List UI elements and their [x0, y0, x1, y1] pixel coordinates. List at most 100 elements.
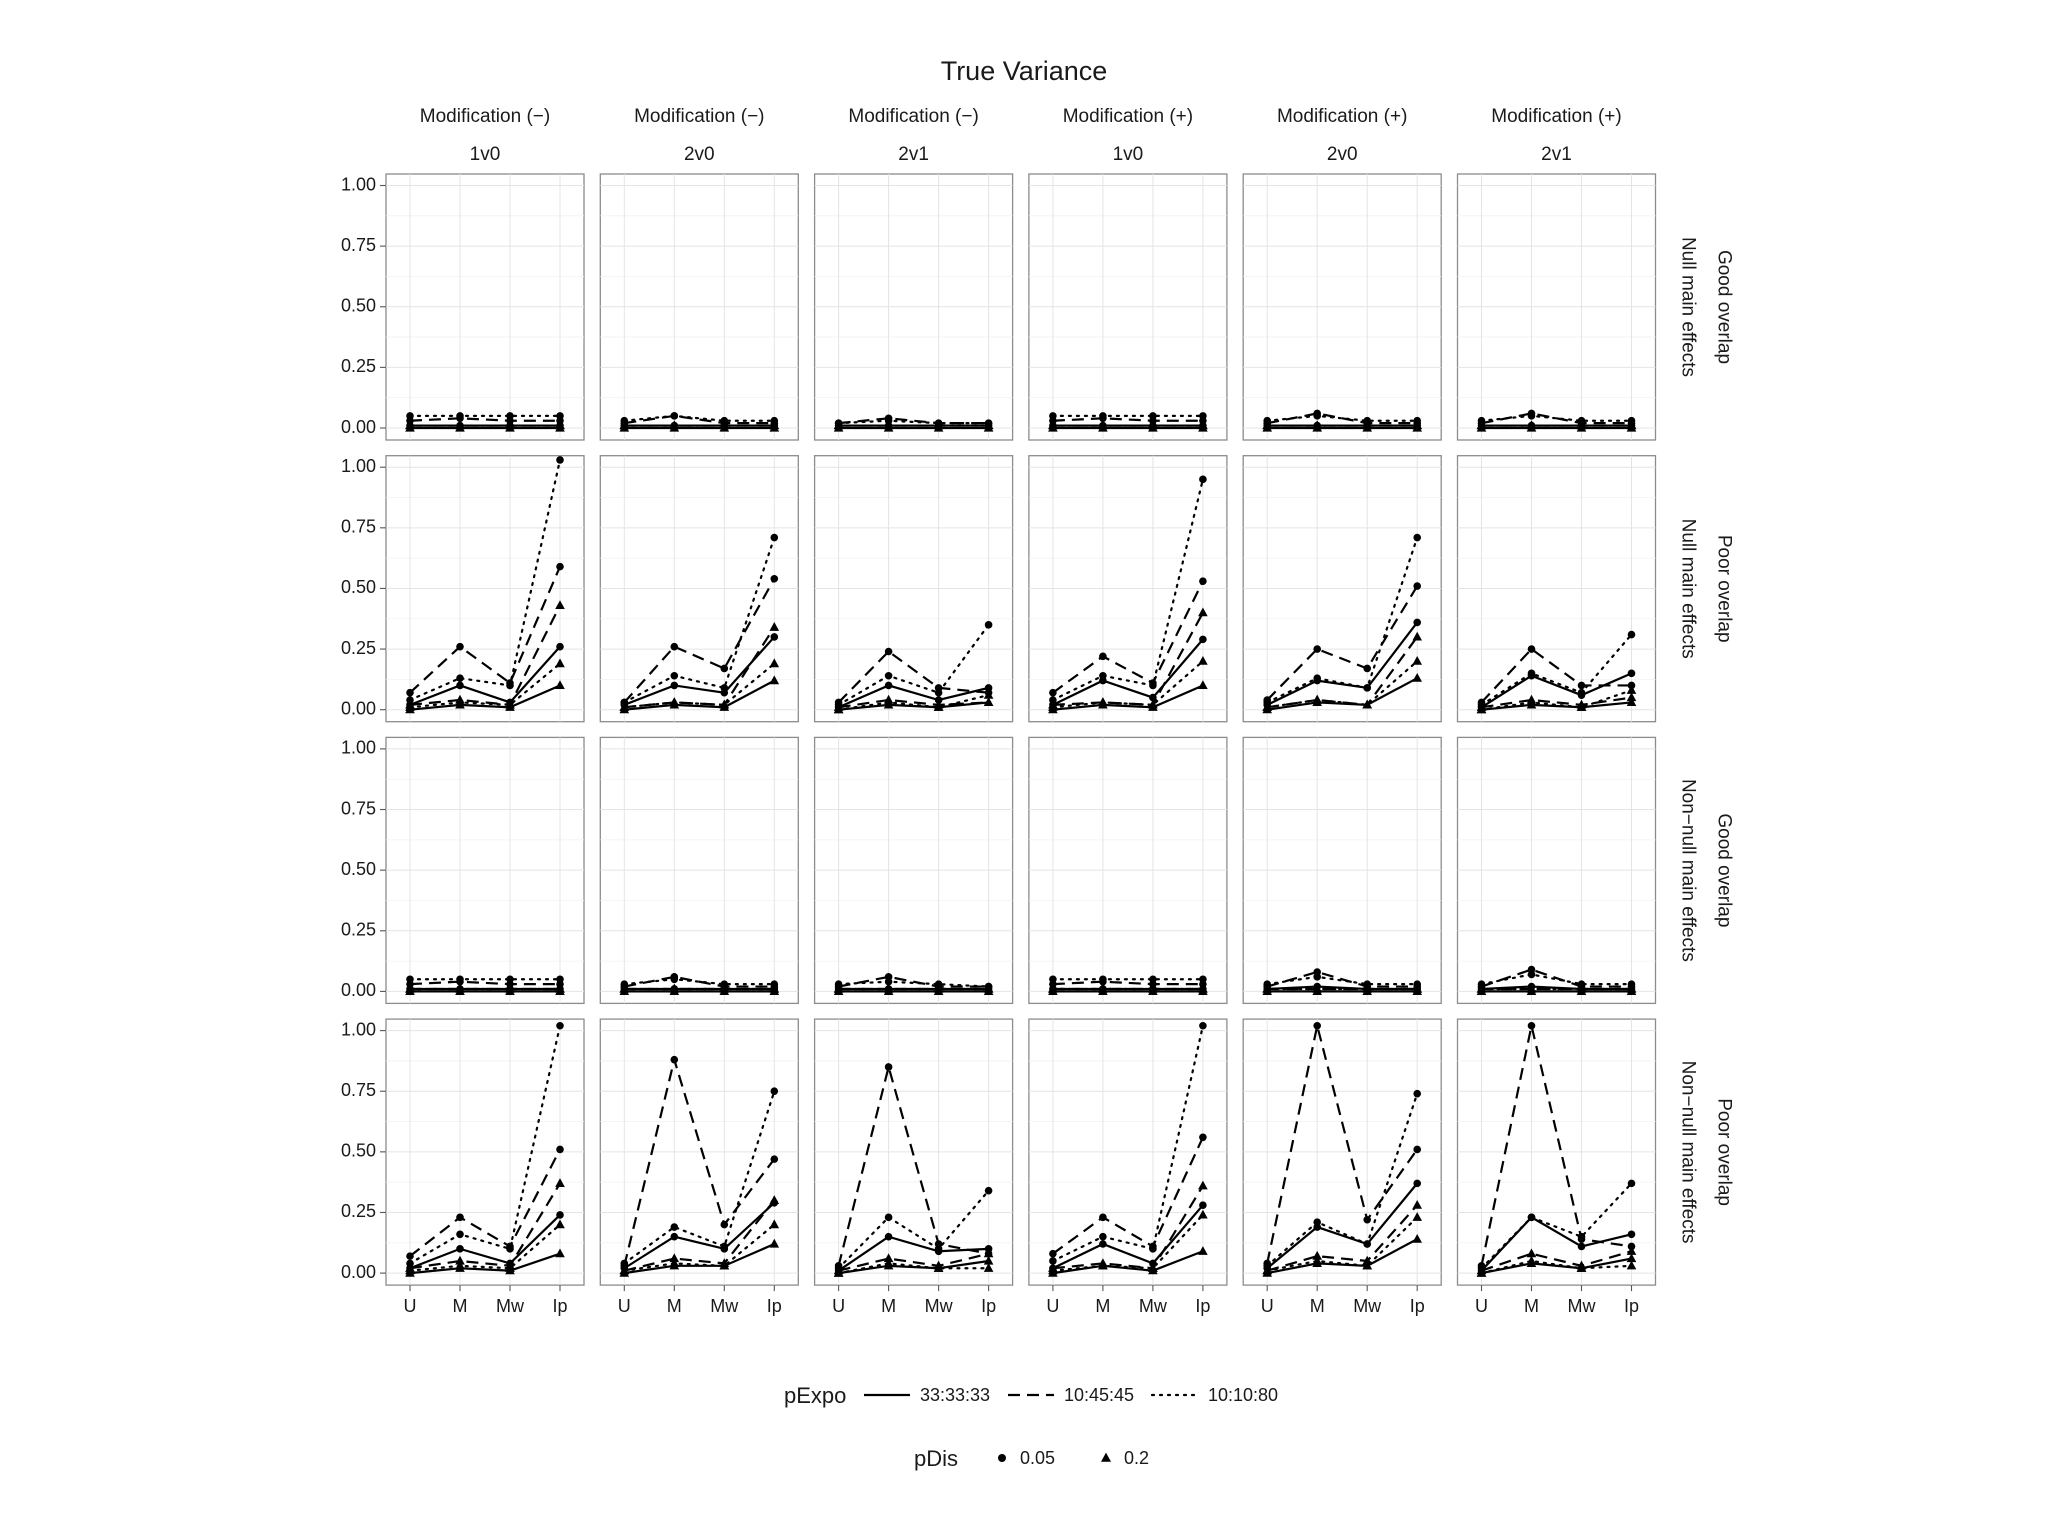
y-tick-label: 0.50	[341, 859, 376, 879]
series-line	[1480, 1025, 1632, 1267]
facet-row-label-inner: Non−null main effects	[1677, 779, 1698, 962]
data-point-triangle	[505, 699, 515, 709]
series-line	[838, 1259, 989, 1275]
data-point-circle	[456, 1230, 464, 1239]
x-tick-label: M	[667, 1296, 682, 1316]
y-tick-label: 1.00	[341, 456, 376, 476]
data-point-triangle	[1412, 1212, 1422, 1221]
data-point-triangle	[405, 1265, 415, 1275]
series-line	[409, 1214, 561, 1270]
data-point-triangle	[833, 1267, 844, 1277]
data-point-circle	[1577, 1242, 1586, 1251]
data-point-circle	[770, 574, 779, 583]
series-line	[623, 662, 776, 709]
data-point-triangle	[1412, 672, 1422, 682]
data-point-triangle	[769, 1195, 780, 1204]
data-point-triangle	[1198, 420, 1208, 430]
series-line	[623, 1090, 776, 1265]
series-line	[1266, 1025, 1419, 1264]
data-point-triangle	[933, 702, 944, 711]
series-line	[1266, 1216, 1419, 1272]
data-point-triangle	[555, 1248, 565, 1258]
facet-panel	[1456, 1018, 1657, 1286]
data-point-triangle	[1048, 420, 1058, 430]
series-line	[1481, 1257, 1632, 1275]
data-point-circle	[556, 1145, 564, 1154]
data-point-triangle	[1626, 983, 1637, 993]
data-point-triangle	[769, 1219, 780, 1229]
data-point-triangle	[1412, 1200, 1422, 1209]
series-line	[623, 1201, 776, 1270]
facet-col-label-top: Modification (+)	[1063, 106, 1193, 127]
data-point-circle	[1627, 1179, 1636, 1188]
data-point-circle	[456, 681, 464, 690]
facet-col-label-top: Modification (−)	[634, 106, 764, 127]
data-point-triangle	[983, 983, 994, 993]
x-tick-label: U	[1046, 1296, 1059, 1316]
series-line	[409, 684, 561, 711]
data-point-circle	[1099, 1232, 1107, 1241]
data-point-triangle	[983, 1248, 994, 1258]
series-line	[623, 1223, 776, 1272]
data-point-triangle	[1412, 631, 1422, 641]
series-line	[837, 623, 990, 706]
data-point-triangle	[1312, 1250, 1322, 1260]
data-point-triangle	[983, 697, 994, 707]
data-point-triangle	[619, 1265, 630, 1275]
data-point-circle	[1099, 975, 1107, 984]
data-point-triangle	[833, 704, 844, 714]
series-line	[1480, 414, 1633, 422]
facet-panel	[1028, 1018, 1228, 1286]
data-point-circle	[1199, 1133, 1207, 1142]
facet-panel	[1242, 455, 1442, 723]
data-point-circle	[1527, 669, 1536, 678]
data-point-triangle	[1312, 420, 1322, 430]
data-point-circle	[406, 696, 414, 704]
data-point-triangle	[1262, 420, 1272, 430]
series-line	[1266, 660, 1419, 709]
x-tick-label: Ip	[767, 1296, 782, 1316]
data-point-circle	[770, 1087, 779, 1096]
series-line	[624, 1199, 776, 1272]
data-point-circle	[456, 674, 464, 682]
data-point-circle	[1199, 1021, 1207, 1030]
y-tick-label: 0.25	[341, 1201, 376, 1221]
series-line	[838, 417, 989, 425]
data-point-triangle	[1198, 983, 1208, 993]
facet-col-label-bottom: 2v1	[1541, 144, 1572, 165]
data-point-circle	[1049, 1257, 1057, 1265]
series-line	[409, 1148, 561, 1257]
series-line	[1052, 638, 1204, 706]
y-tick-label: 0.00	[341, 1262, 376, 1282]
facet-panel	[599, 736, 799, 1005]
data-point-triangle	[1576, 1263, 1587, 1272]
series-line	[1052, 417, 1203, 422]
data-point-triangle	[769, 622, 780, 631]
series-line	[1480, 633, 1633, 706]
data-point-triangle	[669, 983, 680, 993]
x-tick-label: Mw	[1568, 1296, 1597, 1316]
x-tick-label: Ip	[1410, 1296, 1425, 1316]
data-point-circle	[556, 562, 564, 571]
data-point-circle	[1099, 412, 1107, 420]
data-point-circle	[1313, 1218, 1321, 1226]
y-tick-label: 0.00	[341, 980, 376, 1000]
data-point-circle	[1577, 681, 1586, 690]
facet-panel	[1456, 736, 1657, 1005]
data-point-circle	[1099, 1213, 1107, 1222]
facet-panel	[813, 455, 1014, 723]
data-point-circle	[1313, 973, 1321, 981]
data-point-triangle	[1148, 1263, 1158, 1272]
data-point-triangle	[455, 1260, 465, 1270]
y-tick-label: 0.25	[341, 920, 376, 940]
data-point-circle	[670, 412, 679, 420]
y-tick-label: 0.50	[341, 1141, 376, 1161]
legend-label-pExpo: 10:10:80	[1208, 1385, 1278, 1405]
x-tick-label: Ip	[552, 1296, 567, 1316]
data-point-circle	[1527, 412, 1536, 420]
series-line	[1051, 1213, 1205, 1272]
data-point-triangle	[619, 702, 630, 711]
series-line	[1052, 1136, 1204, 1255]
data-point-circle	[456, 975, 464, 984]
x-tick-label: Ip	[1624, 1296, 1639, 1316]
